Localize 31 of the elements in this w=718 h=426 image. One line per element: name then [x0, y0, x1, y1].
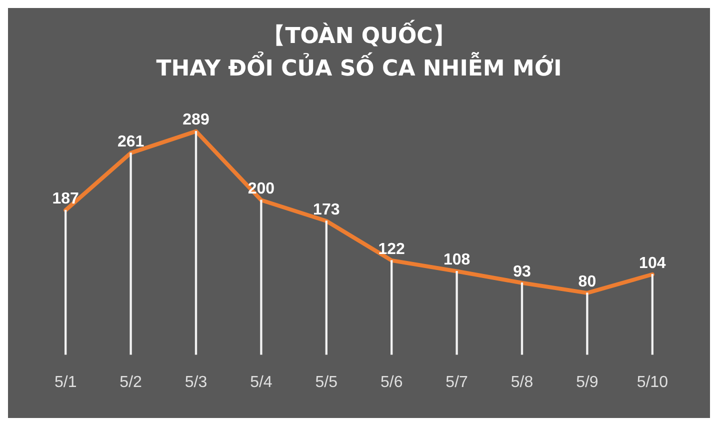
x-tick-label: 5/7: [446, 374, 468, 391]
x-tick-label: 5/6: [380, 374, 403, 391]
x-tick-label: 5/5: [315, 374, 338, 391]
bar: [260, 200, 262, 355]
data-label: 187: [52, 190, 80, 208]
x-tick-label: 5/8: [510, 374, 534, 391]
bar: [520, 282, 524, 355]
data-label: 80: [578, 273, 596, 290]
data-label: 93: [513, 263, 531, 280]
chart-subtitle: THAY ĐỔI CỦA SỐ CA NHIỄM MỚI: [156, 50, 562, 82]
data-label: 104: [639, 254, 666, 272]
bar: [456, 270, 458, 355]
bar: [651, 274, 654, 355]
x-tick-label: 5/1: [54, 374, 77, 391]
bar: [390, 260, 393, 355]
data-label: 173: [313, 201, 340, 218]
bar: [64, 210, 67, 355]
x-tick-label: 5/9: [576, 374, 598, 391]
data-label: 261: [117, 133, 144, 150]
x-tick-label: 5/2: [120, 374, 142, 391]
bar: [586, 292, 588, 355]
data-label: 108: [443, 252, 470, 269]
chart-title: 【TOÀN QUỐC】: [263, 18, 455, 49]
bar: [325, 220, 328, 355]
x-tick-label: 5/3: [184, 374, 208, 391]
x-tick-label: 5/10: [636, 374, 668, 391]
bar: [194, 130, 198, 355]
data-label: 289: [182, 112, 210, 129]
x-tick-label: 5/4: [250, 374, 272, 391]
data-label: 122: [378, 240, 406, 258]
bar: [130, 152, 132, 355]
